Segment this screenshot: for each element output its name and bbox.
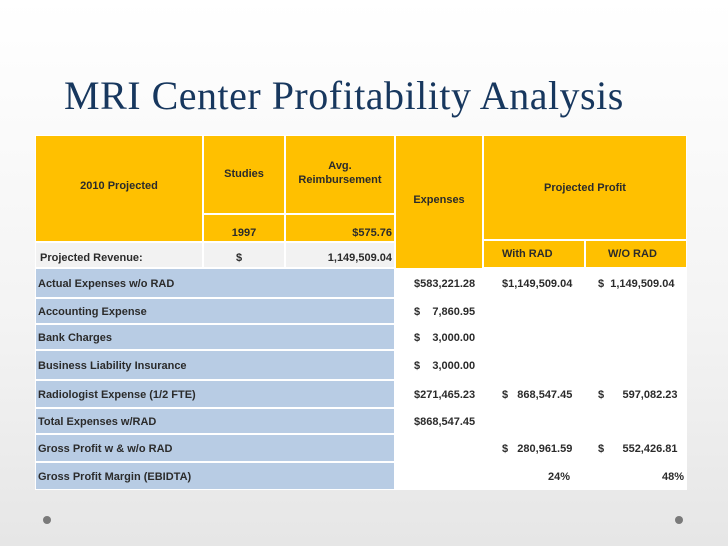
row-expense: $ 3,000.00 — [414, 332, 476, 344]
row-wo-rad: 48% — [661, 471, 684, 483]
header-2010-projected-text: 2010 Projected — [80, 180, 158, 192]
row-label: Total Expenses w/RAD — [38, 416, 157, 428]
row-label-cell: Radiologist Expense (1/2 FTE) — [35, 380, 395, 408]
row-label: Accounting Expense — [38, 306, 147, 318]
header-projected-profit-text: Projected Profit — [544, 182, 626, 194]
row-with-rad-cell: $1,149,509.04 — [483, 268, 585, 298]
row-wo-rad: $ 1,149,509.04 — [598, 278, 675, 290]
row-with-rad-cell — [483, 324, 585, 350]
header-expenses-text: Expenses — [413, 194, 465, 206]
header-projected-profit: Projected Profit — [483, 135, 687, 240]
row-label-cell: Bank Charges — [35, 324, 395, 350]
row-with-rad: $ 868,547.45 — [502, 389, 573, 401]
header-2010-projected: 2010 Projected — [35, 135, 203, 242]
revenue-dollar-cell: $ — [203, 242, 285, 268]
studies-value-cell: 1997 — [203, 214, 285, 242]
row-label: Gross Profit w & w/o RAD — [38, 443, 173, 455]
header-avg-line1: Avg. — [328, 160, 352, 172]
row-expense-cell: $ 3,000.00 — [395, 324, 483, 350]
row-expense-cell — [395, 434, 483, 462]
avg-value-cell: $575.76 — [285, 214, 395, 242]
row-label: Bank Charges — [38, 332, 112, 344]
slide-title: MRI Center Profitability Analysis — [64, 73, 624, 118]
revenue-label-cell: Projected Revenue: — [35, 242, 203, 268]
row-with-rad-cell: 24% — [483, 462, 585, 490]
row-expense: $271,465.23 — [414, 389, 476, 401]
row-wo-rad-cell: 48% — [585, 462, 687, 490]
row-wo-rad-cell — [585, 324, 687, 350]
row-wo-rad-cell — [585, 408, 687, 434]
row-with-rad: $ 280,961.59 — [502, 443, 573, 455]
row-expense-cell: $ 7,860.95 — [395, 298, 483, 324]
row-label-cell: Gross Profit w & w/o RAD — [35, 434, 395, 462]
row-expense: $ 7,860.95 — [414, 306, 476, 318]
revenue-value: 1,149,509.04 — [327, 252, 392, 264]
header-studies: Studies — [203, 135, 285, 214]
row-with-rad-cell: $ 868,547.45 — [483, 380, 585, 408]
wo-rad-header: W/O RAD — [585, 240, 687, 268]
row-label: Gross Profit Margin (EBIDTA) — [38, 471, 192, 483]
avg-value: $575.76 — [352, 227, 392, 239]
row-wo-rad: $ 552,426.81 — [598, 443, 678, 455]
row-with-rad-cell: $ 280,961.59 — [483, 434, 585, 462]
right-bullet-dot — [675, 516, 683, 524]
wo-rad-header-text: W/O RAD — [608, 248, 657, 260]
row-with-rad: $1,149,509.04 — [502, 278, 573, 290]
row-label-cell: Total Expenses w/RAD — [35, 408, 395, 434]
row-expense: $868,547.45 — [414, 416, 476, 428]
row-wo-rad-cell: $ 1,149,509.04 — [585, 268, 687, 298]
header-avg-reimbursement: Avg. Reimbursement — [285, 135, 395, 214]
row-wo-rad-cell — [585, 350, 687, 380]
row-expense-cell — [395, 462, 483, 490]
row-label: Radiologist Expense (1/2 FTE) — [38, 389, 196, 401]
row-expense-cell: $868,547.45 — [395, 408, 483, 434]
row-with-rad-cell — [483, 408, 585, 434]
row-label-cell: Actual Expenses w/o RAD — [35, 268, 395, 298]
row-wo-rad-cell: $ 552,426.81 — [585, 434, 687, 462]
row-expense: $583,221.28 — [414, 278, 476, 290]
header-expenses: Expenses — [395, 135, 483, 279]
row-with-rad-cell — [483, 298, 585, 324]
left-bullet-dot — [43, 516, 51, 524]
row-expense-cell: $583,221.28 — [395, 268, 483, 298]
revenue-dollar: $ — [236, 252, 243, 264]
row-label: Actual Expenses w/o RAD — [38, 278, 175, 290]
row-with-rad-cell — [483, 350, 585, 380]
row-label-cell: Gross Profit Margin (EBIDTA) — [35, 462, 395, 490]
row-label: Business Liability Insurance — [38, 360, 187, 372]
row-expense-cell: $271,465.23 — [395, 380, 483, 408]
with-rad-header-text: With RAD — [502, 248, 553, 260]
row-expense: $ 3,000.00 — [414, 360, 476, 372]
row-label-cell: Accounting Expense — [35, 298, 395, 324]
row-with-rad: 24% — [547, 471, 570, 483]
row-wo-rad-cell — [585, 298, 687, 324]
row-wo-rad: $ 597,082.23 — [598, 389, 678, 401]
header-studies-text: Studies — [224, 168, 264, 180]
studies-value: 1997 — [231, 227, 257, 239]
with-rad-header: With RAD — [483, 240, 585, 268]
revenue-label: Projected Revenue: — [40, 252, 143, 264]
revenue-value-cell: 1,149,509.04 — [285, 242, 395, 268]
row-label-cell: Business Liability Insurance — [35, 350, 395, 380]
row-wo-rad-cell: $ 597,082.23 — [585, 380, 687, 408]
row-expense-cell: $ 3,000.00 — [395, 350, 483, 380]
header-avg-line2: Reimbursement — [298, 174, 382, 186]
